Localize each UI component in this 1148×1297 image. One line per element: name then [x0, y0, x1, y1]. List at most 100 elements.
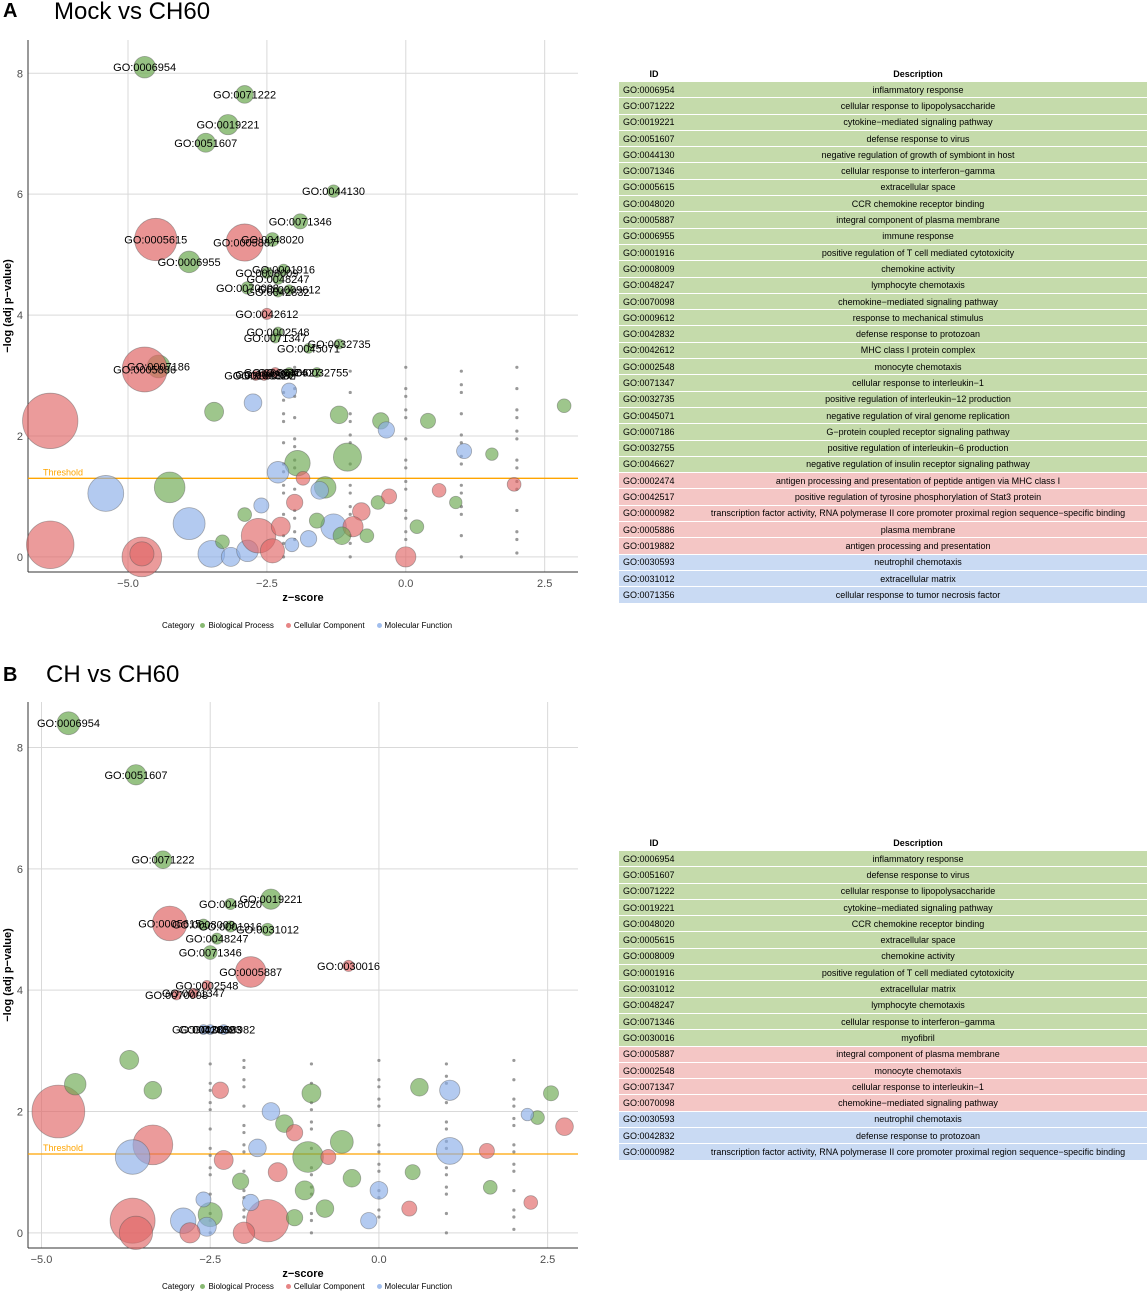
- table-row: GO:0006954 inflammatory response: [619, 851, 1147, 868]
- go-description-cell: antigen processing and presentation of p…: [689, 472, 1147, 490]
- table-row: GO:0046627 negative regulation of insulin…: [619, 456, 1147, 474]
- legend-dot-icon: [200, 1284, 206, 1289]
- bubble-point-labeled: [265, 232, 280, 247]
- small-point: [242, 1123, 246, 1128]
- go-description-cell: cellular response to interleukin−1: [689, 374, 1147, 392]
- go-id-cell: GO:0048247: [619, 997, 689, 1014]
- go-point-label: GO:0005887: [219, 967, 282, 979]
- go-table-a: ID Description GO:0006954 inflammatory re…: [619, 66, 1147, 604]
- go-id-cell: GO:0071356: [619, 586, 689, 604]
- small-point: [293, 487, 297, 491]
- go-description-cell: chemokine activity: [689, 260, 1147, 278]
- bubble-point: [237, 507, 252, 522]
- bubble-point: [286, 493, 304, 512]
- go-description-cell: cellular response to interferon−gamma: [689, 1013, 1147, 1031]
- go-description-cell: G−protein coupled receptor signaling pat…: [689, 423, 1147, 441]
- go-point-label: GO:0002548: [247, 327, 310, 339]
- small-point: [281, 441, 286, 445]
- go-id-cell: GO:0000982: [619, 505, 689, 523]
- go-id-cell: GO:0071222: [619, 883, 689, 900]
- bubble-point-labeled: [187, 987, 199, 999]
- bubble-point: [129, 541, 155, 567]
- table-row: GO:0044130 negative regulation of growth …: [619, 146, 1147, 164]
- table-row: GO:0031012 extracellular matrix: [619, 980, 1147, 998]
- legend-item-mf: Molecular Function: [376, 621, 452, 630]
- bubble-point-labeled: [292, 213, 309, 230]
- small-point: [377, 1169, 381, 1173]
- bubble-point-labeled: [235, 85, 254, 104]
- table-row: GO:0005887 integral component of plasma m…: [619, 1046, 1147, 1063]
- small-point: [281, 491, 286, 495]
- bubble-point: [204, 401, 225, 422]
- bubble-point-labeled: [133, 56, 156, 79]
- x-tick-label: 2.5: [537, 578, 552, 590]
- panel-a-letter: A: [3, 0, 18, 22]
- small-point: [348, 390, 352, 395]
- go-point-label: GO:0001916: [199, 921, 262, 933]
- small-point: [348, 491, 352, 495]
- bubble-point-labeled: [202, 945, 218, 960]
- table-row: GO:0048247 lymphocyte chemotaxis: [619, 997, 1147, 1014]
- go-point-label: GO:0071347: [162, 988, 225, 1000]
- go-point-label: GO:0008009: [172, 920, 235, 932]
- x-tick-label: −2.5: [199, 1254, 221, 1266]
- go-id-cell: GO:0044130: [619, 146, 689, 164]
- legend-title: Category: [162, 1282, 195, 1291]
- go-description-cell: integral component of plasma membrane: [689, 211, 1147, 229]
- table-row: GO:0030593 neutrophil chemotaxis: [619, 1111, 1147, 1129]
- y-tick-label: 8: [17, 743, 23, 755]
- bubble-point: [242, 1193, 260, 1212]
- y-axis-title: −log (adj p−value): [2, 259, 14, 353]
- table-row: GO:0051607 defense response to virus: [619, 130, 1147, 148]
- small-point: [293, 365, 297, 369]
- small-point: [242, 1130, 246, 1135]
- small-point: [459, 512, 463, 516]
- bubble-point: [301, 1083, 322, 1104]
- go-id-cell: GO:0031012: [619, 980, 689, 998]
- table-row: GO:0001916 positive regulation of T cell …: [619, 244, 1147, 262]
- go-point-label: GO:0001916: [252, 265, 315, 277]
- small-point: [515, 530, 519, 534]
- small-point: [512, 1097, 516, 1101]
- bubble-point: [253, 497, 270, 514]
- go-id-cell: GO:0030593: [619, 554, 689, 571]
- small-point: [515, 551, 519, 555]
- bubble-point: [231, 1172, 250, 1190]
- go-id-cell: GO:0045071: [619, 407, 689, 425]
- small-point: [512, 1150, 516, 1154]
- bubble-point: [555, 1117, 574, 1136]
- legend-title: Category: [162, 621, 195, 630]
- bubble-point: [26, 520, 75, 569]
- bubble-point-labeled: [250, 370, 262, 381]
- small-point: [512, 1143, 516, 1147]
- go-id-cell: GO:0071346: [619, 162, 689, 180]
- small-point: [377, 1085, 381, 1089]
- table-row: GO:0048247 lymphocyte chemotaxis: [619, 277, 1147, 294]
- small-point: [404, 437, 408, 441]
- bubble-point: [520, 1107, 535, 1122]
- table-row: GO:0002548 monocyte chemotaxis: [619, 1062, 1147, 1080]
- bubble-point: [315, 1199, 335, 1218]
- bubble-point-labeled: [234, 956, 267, 988]
- legend-dot-icon: [376, 623, 382, 628]
- small-point: [293, 373, 297, 377]
- small-point: [293, 530, 297, 534]
- bubble-point: [299, 530, 318, 548]
- go-id-cell: GO:0046627: [619, 456, 689, 474]
- go-id-cell: GO:0005887: [619, 211, 689, 229]
- go-id-cell: GO:0000982: [619, 1143, 689, 1161]
- y-axis-title: −log (adj p−value): [2, 928, 14, 1022]
- small-point: [377, 1150, 381, 1154]
- small-point: [444, 1101, 449, 1105]
- go-id-cell: GO:0071346: [619, 1013, 689, 1031]
- bubble-point-labeled: [303, 342, 314, 354]
- small-point: [444, 1211, 449, 1216]
- go-point-label: GO:0032755: [285, 368, 348, 380]
- small-point: [459, 441, 463, 445]
- go-id-cell: GO:0002548: [619, 358, 689, 376]
- small-point: [348, 512, 352, 516]
- small-point: [242, 1058, 246, 1063]
- go-description-cell: chemokine−mediated signaling pathway: [689, 1094, 1147, 1112]
- go-point-label: GO:0000982: [192, 1025, 255, 1037]
- legend-dot-icon: [376, 1284, 382, 1289]
